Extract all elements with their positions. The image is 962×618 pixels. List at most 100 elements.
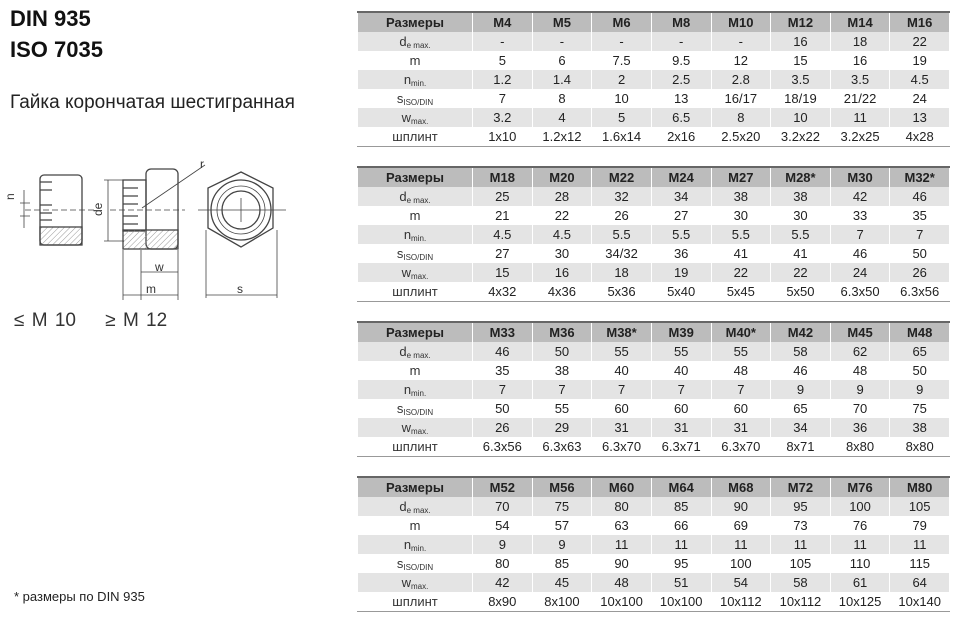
table-cell: 50 <box>531 342 593 361</box>
table-row: шплинт 4x32 4x36 5x36 5x40 5x45 5x50 6.3x50 6.3x… <box>357 282 950 302</box>
table-cell: 1.2x12 <box>531 127 593 147</box>
row-label: nmin. <box>357 70 473 89</box>
row-label: de max. <box>357 342 473 361</box>
dimensions-table: Размеры M33 M36 M38* M39 M40* M42 M45 M48 de max.… <box>357 321 950 457</box>
le-m10-label: ≤ M 10 <box>14 310 76 331</box>
table-cell: 6.3x71 <box>650 437 712 457</box>
row-label-sub: min. <box>411 388 427 398</box>
table-cell: 15 <box>472 263 533 282</box>
table-cell: 62 <box>829 342 891 361</box>
table-cell: 38 <box>770 187 831 206</box>
table-cell: 8x80 <box>829 437 891 457</box>
row-label-main: шплинт <box>392 283 438 299</box>
row-label: sISO/DIN <box>357 244 473 263</box>
dim-m-label: m <box>146 282 156 296</box>
size-header: M80 <box>889 476 950 497</box>
row-label: nmin. <box>357 380 473 399</box>
table-cell: 3.5 <box>829 70 891 89</box>
table-cell: 50 <box>889 361 950 380</box>
table-cell: 22 <box>531 206 593 225</box>
table-cell: 7 <box>472 89 533 108</box>
row-label-main: d <box>399 498 407 514</box>
table-row: wmax. 42 45 48 51 54 58 61 64 <box>357 573 950 592</box>
table-cell: 70 <box>472 497 533 516</box>
size-header: M39 <box>650 321 712 342</box>
table-cell: 54 <box>710 573 772 592</box>
table-cell: 46 <box>770 361 831 380</box>
table-cell: 51 <box>650 573 712 592</box>
size-header: M14 <box>829 11 891 32</box>
table-cell: 3.5 <box>770 70 831 89</box>
header-label: Размеры <box>357 476 473 497</box>
table-cell: 100 <box>829 497 891 516</box>
table-row: nmin. 9 9 11 11 11 11 11 11 <box>357 535 950 554</box>
table-cell: 35 <box>889 206 950 225</box>
table-row: nmin. 7 7 7 7 7 9 9 9 <box>357 380 950 399</box>
size-header: M30 <box>829 166 891 187</box>
table-row: de max. 70 75 80 85 90 95 100 105 <box>357 497 950 516</box>
table-cell: 76 <box>829 516 891 535</box>
table-cell: 11 <box>889 535 950 554</box>
table-cell: 45 <box>531 573 593 592</box>
table-cell: 63 <box>591 516 652 535</box>
row-label-main: шплинт <box>392 438 438 454</box>
table-cell: 7 <box>591 380 652 399</box>
table-cell: 46 <box>829 244 891 263</box>
table-row: de max. - - - - -16 18 22 <box>357 32 950 51</box>
table-cell: 48 <box>829 361 891 380</box>
table-cell: 1.4 <box>531 70 593 89</box>
row-label-main: s <box>396 555 404 571</box>
table-cell: 90 <box>591 554 652 573</box>
table-cell: 11 <box>770 535 831 554</box>
header-label: Размеры <box>357 321 473 342</box>
table-cell: 5 <box>472 51 533 70</box>
header-label: Размеры <box>357 166 473 187</box>
size-header: M64 <box>650 476 712 497</box>
table-cell: 7 <box>531 380 593 399</box>
row-label: de max. <box>357 32 473 51</box>
table-cell: 60 <box>650 399 712 418</box>
size-header: M5 <box>531 11 593 32</box>
table-cell: 2.5x20 <box>710 127 772 147</box>
table-cell: 3.2x25 <box>829 127 891 147</box>
table-cell: 18/19 <box>770 89 831 108</box>
table-cell: 10 <box>770 108 831 127</box>
row-label-sub: min. <box>411 233 427 243</box>
size-header: M22 <box>591 166 652 187</box>
table-cell: 40 <box>650 361 712 380</box>
table-cell: 3.2 <box>472 108 533 127</box>
table-cell: 5x50 <box>770 282 831 302</box>
row-label-sub: e max. <box>406 350 431 360</box>
table-cell: 7 <box>829 225 891 244</box>
row-label: шплинт <box>357 592 473 612</box>
row-label-main: s <box>396 90 404 106</box>
table-cell: 7 <box>650 380 712 399</box>
table-row: шплинт 8x90 8x100 10x100 10x100 10x112 10x112 1… <box>357 592 950 612</box>
table-cell: 27 <box>472 244 533 263</box>
table-cell: 6.3x50 <box>829 282 891 302</box>
table-cell: 55 <box>650 342 712 361</box>
row-label-main: w <box>401 264 412 280</box>
table-cell: 69 <box>710 516 772 535</box>
table-cell: 30 <box>710 206 772 225</box>
table-cell: 12 <box>710 51 772 70</box>
row-label: de max. <box>357 497 473 516</box>
row-label: nmin. <box>357 225 473 244</box>
table-row: sISO/DIN 50 55 60 60 60 65 70 75 <box>357 399 950 418</box>
table-cell: 9 <box>770 380 831 399</box>
table-cell: - <box>472 32 533 51</box>
table-cell: 58 <box>770 573 831 592</box>
row-label-main: d <box>399 33 407 49</box>
table-row: шплинт 1x10 1.2x12 1.6x14 2x16 2.5x20 3.2x22 3.… <box>357 127 950 147</box>
row-label: m <box>357 516 473 535</box>
table-cell: 10 <box>591 89 652 108</box>
table-cell: 3.2x22 <box>770 127 831 147</box>
table-cell: 105 <box>770 554 831 573</box>
row-label-sub: e max. <box>406 40 431 50</box>
table-cell: 29 <box>531 418 593 437</box>
table-cell: 6.3x63 <box>531 437 593 457</box>
size-header: M32* <box>889 166 950 187</box>
size-header: M24 <box>650 166 712 187</box>
table-cell: 25 <box>472 187 533 206</box>
table-cell: 10x125 <box>829 592 891 612</box>
